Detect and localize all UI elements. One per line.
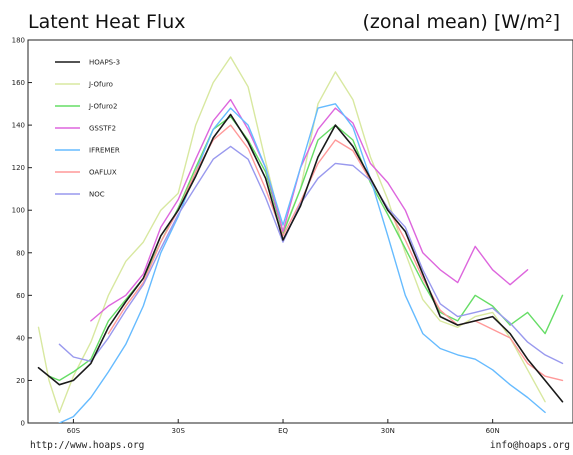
legend-label: IFREMER: [89, 147, 120, 155]
x-tick-label: 60S: [67, 427, 81, 435]
legend-label: NOC: [89, 191, 105, 199]
chart-title: Latent Heat Flux: [28, 11, 186, 33]
y-tick-label: 100: [12, 207, 25, 215]
y-tick-label: 60: [16, 292, 25, 300]
x-tick-label: 30S: [172, 427, 186, 435]
axis-ticks: 0 20 40 60 80 100 120 140 160 180 60S 30S EQ 30N 60N: [12, 37, 500, 436]
footer-url: http://www.hoaps.org: [30, 440, 144, 451]
x-tick-label: EQ: [278, 427, 288, 435]
legend-label: J-Ofuro2: [88, 103, 117, 111]
series-line-gsstf2: [90, 98, 529, 322]
plot-frame: [27, 39, 573, 424]
series-line-ifremer: [58, 103, 546, 423]
legend: HOAPS-3 J-Ofuro J-Ofuro2 GSSTF2 IFREMER OAFLU…: [55, 59, 120, 199]
footer-email: info@hoaps.org: [490, 440, 570, 451]
x-tick-label: 30N: [381, 427, 395, 435]
y-tick-label: 80: [16, 249, 25, 257]
y-tick-label: 0: [21, 420, 25, 428]
y-tick-label: 120: [12, 164, 25, 172]
y-tick-label: 140: [12, 122, 25, 130]
y-tick-label: 40: [16, 334, 25, 342]
x-tick-label: 60N: [486, 427, 500, 435]
y-tick-label: 160: [12, 79, 25, 87]
series-line-noc: [58, 145, 564, 365]
chart-subtitle: (zonal mean) [W/m²]: [363, 11, 561, 33]
legend-label: OAFLUX: [89, 169, 117, 177]
y-tick-label: 20: [16, 377, 25, 385]
y-tick-label: 180: [12, 37, 25, 45]
series-line-hoaps-3: [37, 113, 564, 403]
legend-label: GSSTF2: [89, 125, 116, 133]
series-line-j-ofuro2: [48, 115, 564, 382]
legend-label: J-Ofuro: [88, 81, 113, 89]
legend-label: HOAPS-3: [89, 59, 120, 67]
series-lines: [37, 56, 564, 423]
